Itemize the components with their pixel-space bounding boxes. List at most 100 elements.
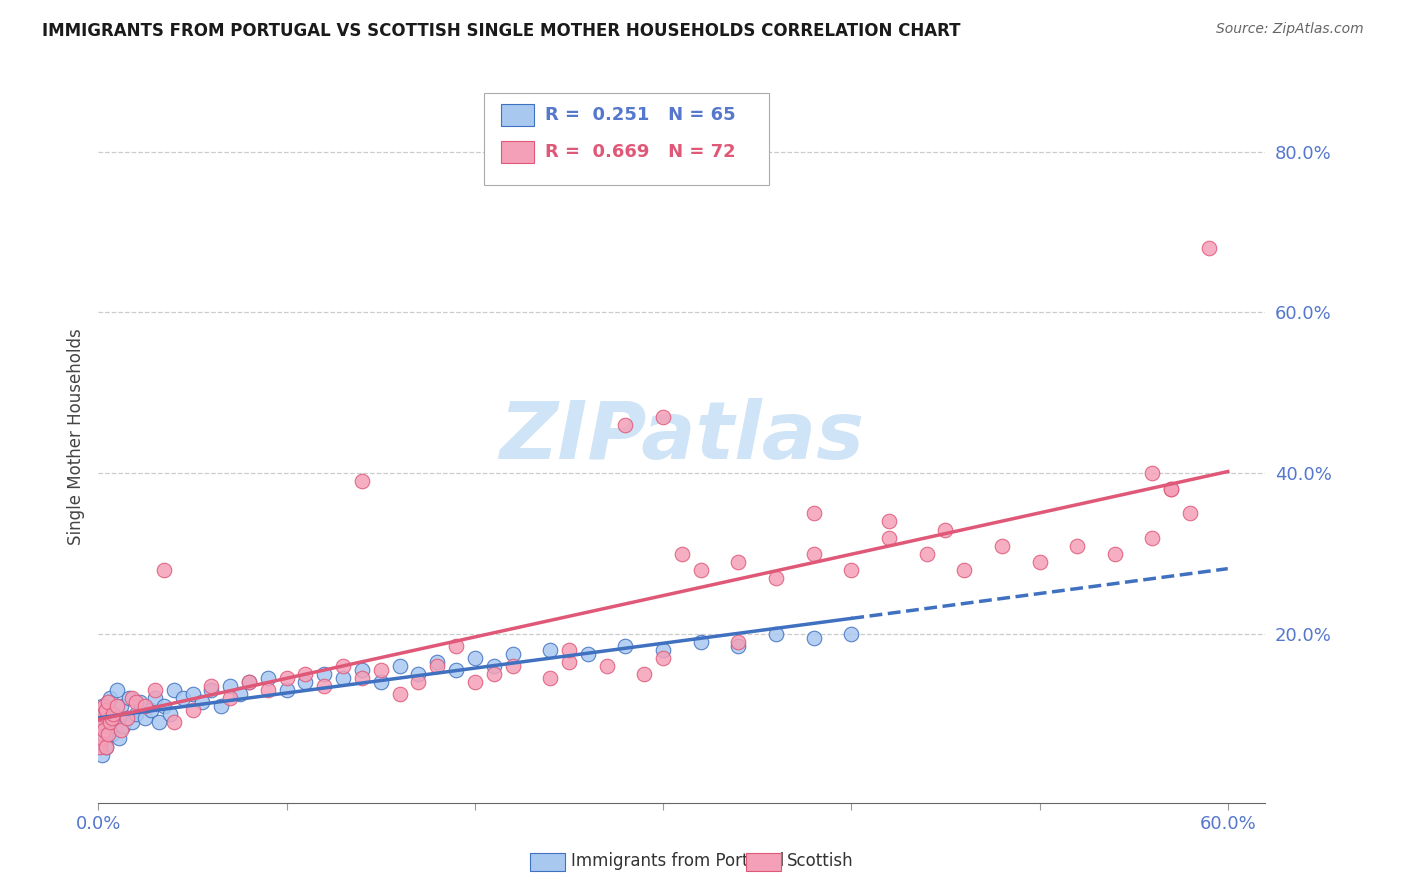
Point xyxy=(1160,483,1182,497)
Point xyxy=(94,739,117,754)
Point xyxy=(1160,483,1182,497)
Point xyxy=(1142,467,1164,481)
Point xyxy=(502,659,524,673)
Point xyxy=(121,691,143,706)
Point xyxy=(991,539,1014,553)
Point xyxy=(115,711,138,725)
FancyBboxPatch shape xyxy=(501,141,534,163)
Point xyxy=(294,675,316,690)
Point xyxy=(444,639,467,653)
Point xyxy=(98,715,121,730)
Point xyxy=(652,643,675,657)
Point xyxy=(200,683,222,698)
Point xyxy=(91,707,114,722)
Point xyxy=(110,723,132,738)
Point xyxy=(219,679,242,693)
Point xyxy=(1198,241,1220,255)
Point xyxy=(314,667,336,681)
Point xyxy=(105,699,128,714)
Point xyxy=(91,699,114,714)
Point xyxy=(595,659,617,673)
Point xyxy=(765,571,787,585)
Point xyxy=(94,739,117,754)
Point xyxy=(111,719,134,733)
FancyBboxPatch shape xyxy=(530,853,565,871)
Point xyxy=(426,655,449,669)
Point xyxy=(332,659,354,673)
Point xyxy=(89,739,111,754)
Point xyxy=(1028,555,1050,569)
Point xyxy=(294,667,316,681)
Point xyxy=(934,523,956,537)
Point xyxy=(803,547,825,561)
Point xyxy=(839,563,862,577)
Point xyxy=(350,671,373,685)
Point xyxy=(765,627,787,641)
Point xyxy=(558,643,581,657)
Point xyxy=(689,563,711,577)
Point xyxy=(464,651,486,665)
Point xyxy=(104,719,127,733)
Point xyxy=(89,723,111,738)
Text: Source: ZipAtlas.com: Source: ZipAtlas.com xyxy=(1216,22,1364,37)
Point xyxy=(172,691,194,706)
Point xyxy=(502,647,524,661)
Point xyxy=(91,731,114,746)
Point xyxy=(256,683,278,698)
Point xyxy=(143,691,166,706)
Point xyxy=(350,663,373,677)
Point xyxy=(803,507,825,521)
Point xyxy=(117,691,139,706)
Point xyxy=(276,671,298,685)
Point xyxy=(727,635,749,649)
Point xyxy=(877,515,900,529)
Text: R =  0.251   N = 65: R = 0.251 N = 65 xyxy=(546,106,735,124)
Point xyxy=(105,711,128,725)
Point xyxy=(98,715,121,730)
Point xyxy=(93,723,115,738)
Point xyxy=(159,707,181,722)
Point xyxy=(1066,539,1088,553)
Y-axis label: Single Mother Households: Single Mother Households xyxy=(66,329,84,545)
Point xyxy=(125,707,148,722)
Point xyxy=(953,563,976,577)
Point xyxy=(200,679,222,693)
Point xyxy=(538,671,561,685)
Point xyxy=(727,555,749,569)
Point xyxy=(103,707,125,722)
Point xyxy=(191,695,214,709)
Point xyxy=(93,699,115,714)
Point xyxy=(115,711,138,725)
Point xyxy=(839,627,862,641)
Point xyxy=(314,679,336,693)
Text: Scottish: Scottish xyxy=(787,853,853,871)
Point xyxy=(408,667,430,681)
Text: Immigrants from Portugal: Immigrants from Portugal xyxy=(571,853,785,871)
Point xyxy=(633,667,655,681)
Point xyxy=(98,691,121,706)
Point xyxy=(181,687,204,701)
Point xyxy=(915,547,938,561)
Point xyxy=(97,723,120,738)
Point xyxy=(100,711,122,725)
Point xyxy=(426,659,449,673)
Text: R =  0.669   N = 72: R = 0.669 N = 72 xyxy=(546,143,735,161)
Point xyxy=(370,675,392,690)
Point xyxy=(256,671,278,685)
Point xyxy=(444,663,467,677)
Point xyxy=(276,683,298,698)
Point xyxy=(93,731,115,746)
Point xyxy=(228,687,250,701)
Point xyxy=(97,695,120,709)
Point xyxy=(614,417,637,432)
Point xyxy=(91,747,114,762)
Point xyxy=(89,739,111,754)
Point xyxy=(125,695,148,709)
FancyBboxPatch shape xyxy=(501,104,534,127)
Point xyxy=(388,659,411,673)
Point xyxy=(91,715,114,730)
Point xyxy=(803,631,825,645)
Point xyxy=(238,675,260,690)
Point xyxy=(1178,507,1201,521)
Point xyxy=(614,639,637,653)
